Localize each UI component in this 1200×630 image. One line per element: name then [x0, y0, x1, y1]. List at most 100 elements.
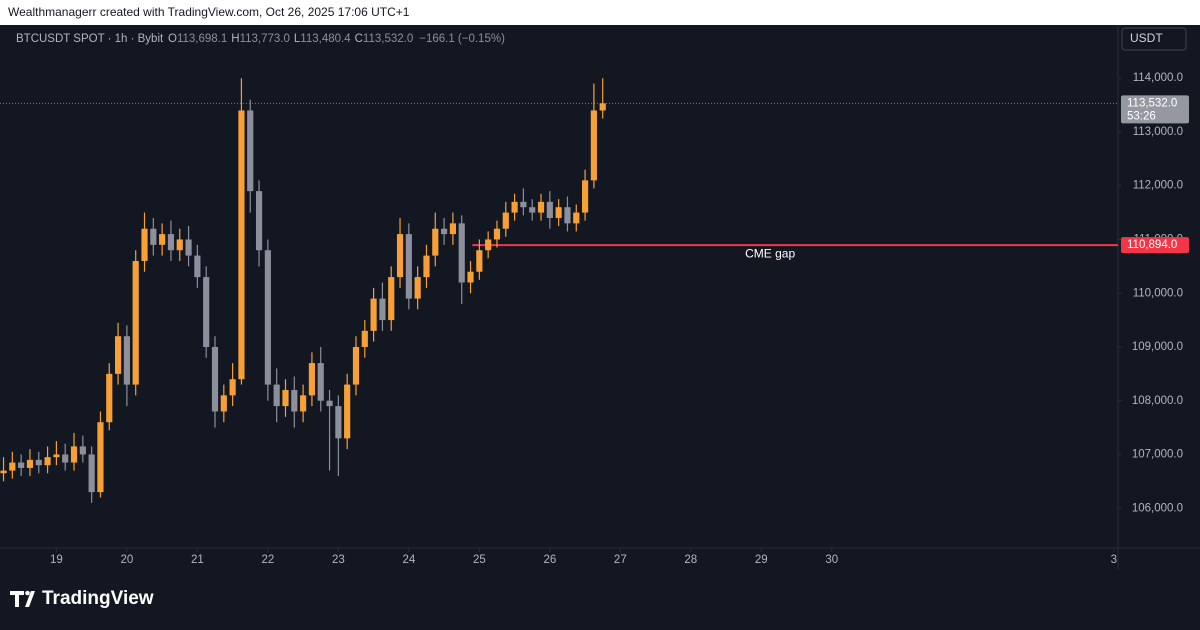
y-tick-label: 106,000.0 [1132, 502, 1183, 514]
candle-body [529, 207, 536, 213]
candle-body [79, 446, 86, 455]
candle-body [159, 234, 166, 245]
candle-body [344, 384, 351, 439]
currency[interactable]: USDT [1130, 31, 1163, 45]
y-tick-label: 112,000.0 [1133, 180, 1183, 192]
candle-body [511, 201, 518, 213]
symbol: BTCUSDT SPOT · 1h · Bybit [16, 33, 164, 45]
y-tick-label: 110,000.0 [1133, 287, 1183, 299]
candle-body [449, 223, 456, 235]
candle-body [114, 336, 122, 374]
candle-body [476, 250, 483, 272]
currency-button[interactable] [1121, 27, 1187, 51]
candle-body [18, 462, 25, 468]
brand: TradingView [42, 588, 154, 609]
ohlc-value: 113,480.4 [300, 33, 351, 45]
ohlc-value: 113,532.0 [363, 33, 413, 45]
ohlc-key: L [294, 33, 301, 45]
candle-body [467, 271, 474, 283]
candle-body [546, 201, 553, 218]
last-price-countdown: 53:26 [1127, 110, 1156, 122]
candle-body [106, 373, 113, 423]
candle-body [520, 201, 527, 208]
y-tick-label: 113,000.0 [1133, 126, 1183, 138]
candle-body [70, 446, 78, 463]
candle-body [229, 379, 236, 396]
x-tick-label: 21 [191, 554, 204, 566]
candle-body [502, 212, 509, 229]
candle-body [176, 239, 183, 251]
candle-body [335, 406, 342, 439]
candle-body [53, 454, 60, 458]
candle-body [185, 239, 192, 256]
candle-body [581, 180, 589, 213]
cme-gap-text: CME gap [745, 246, 795, 260]
x-tick-label: 30 [825, 554, 838, 566]
x-tick-label: 25 [473, 554, 486, 566]
ohlc-key: O [168, 33, 177, 45]
candle-body [370, 298, 377, 331]
candle-body [203, 277, 210, 347]
ohlc-value: 113,698.1 [177, 33, 227, 45]
candle-body [211, 346, 219, 412]
candle-body [238, 110, 245, 380]
candle-body [555, 207, 562, 218]
candle-body [590, 110, 597, 181]
logo-dot [25, 590, 30, 596]
x-tick-label: 26 [543, 554, 556, 566]
candle-body [273, 384, 280, 407]
candle-body [141, 228, 148, 261]
x-tick-label: 3 [1111, 554, 1117, 566]
ohlc-value: 113,773.0 [240, 33, 290, 45]
last-price-label: 113,532.0 [1127, 97, 1177, 109]
candle-body [282, 389, 289, 407]
candle-body [564, 207, 571, 224]
cme-gap-label: 110,894.0 [1127, 239, 1177, 251]
candle-body [317, 363, 324, 401]
chart-background [0, 25, 1200, 625]
candle-body [396, 234, 404, 278]
candle-body [352, 346, 360, 385]
candle-body [9, 462, 16, 471]
candle-body [485, 239, 492, 251]
caption-strip [0, 0, 1200, 25]
candle-body [150, 228, 157, 245]
candle-body [599, 103, 606, 111]
candle-body [0, 470, 7, 474]
candle-body [388, 277, 395, 321]
x-tick-label: 23 [332, 554, 345, 566]
candle-body [441, 228, 448, 235]
ohlc-key: H [231, 33, 239, 45]
x-tick-label: 24 [402, 554, 415, 566]
x-tick-label: 28 [684, 554, 697, 566]
candle-body [35, 459, 42, 466]
logo: TradingView [10, 588, 154, 609]
candle-body [326, 400, 333, 407]
candle-body [264, 250, 271, 385]
cme-gap-tag [1121, 237, 1189, 254]
candle-body [97, 422, 104, 493]
candle-body [220, 395, 227, 412]
candle-body [308, 363, 316, 396]
y-tick-label: 108,000.0 [1132, 395, 1183, 407]
x-tick-label: 22 [261, 554, 274, 566]
candle-body [247, 110, 254, 192]
candle-body [167, 234, 175, 251]
x-tick-label: 27 [614, 554, 627, 566]
candle-body [414, 277, 421, 299]
caption: Wealthmanagerr created with TradingView.… [8, 5, 410, 19]
candle-body [123, 336, 130, 385]
candle-body [255, 191, 263, 251]
candle-body [379, 298, 386, 321]
candle-body [573, 212, 580, 224]
candle-body [194, 255, 201, 278]
ohlc-key: C [355, 33, 363, 45]
candle-body [291, 389, 298, 412]
candle-body [361, 330, 368, 347]
x-tick-label: 19 [50, 554, 63, 566]
y-tick-label: 107,000.0 [1132, 449, 1183, 461]
x-tick-label: 20 [120, 554, 133, 566]
candle-body [62, 454, 69, 463]
